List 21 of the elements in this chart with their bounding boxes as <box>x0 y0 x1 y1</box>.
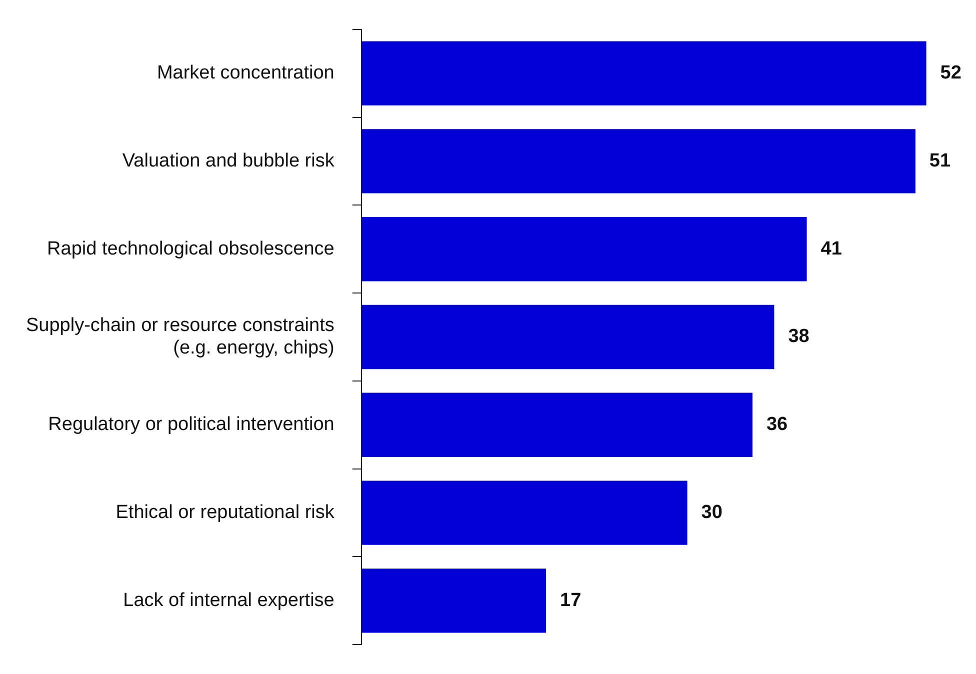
bar <box>361 568 546 633</box>
y-tick-label: Supply-chain or resource constraints (e.g. energy, chips) <box>26 314 334 359</box>
y-tick-label: Regulatory or political intervention <box>48 414 334 436</box>
y-tick-label: Valuation and bubble risk <box>122 150 335 172</box>
y-tick-label: Ethical or reputational risk <box>116 502 335 524</box>
y-tick-label: Market concentration <box>156 62 334 84</box>
data-label: 38 <box>788 326 810 348</box>
data-label: 30 <box>701 502 722 524</box>
bar <box>361 480 688 545</box>
y-tick-label: Rapid technological obsolescence <box>47 238 334 260</box>
bar <box>361 41 926 106</box>
bar <box>361 304 774 370</box>
bar <box>361 129 916 194</box>
data-label: 52 <box>940 62 962 84</box>
data-label: 17 <box>560 590 582 611</box>
y-tick-label: Lack of internal expertise <box>123 590 334 611</box>
data-label: 51 <box>929 150 951 172</box>
data-label: 41 <box>820 238 842 260</box>
bar <box>361 217 807 282</box>
bar <box>361 392 752 457</box>
data-label: 36 <box>766 414 788 436</box>
